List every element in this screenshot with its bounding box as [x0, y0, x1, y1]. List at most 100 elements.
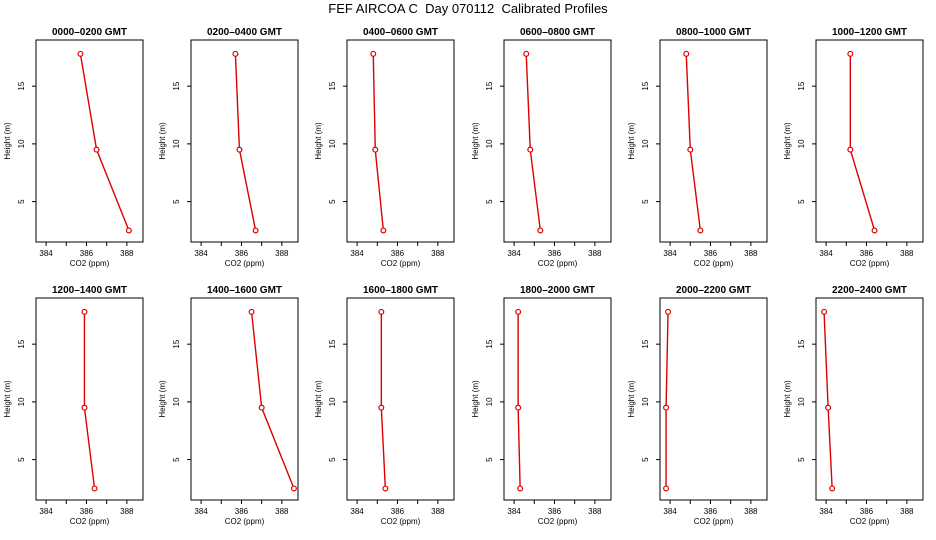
panel-8-x-tick-label: 388 [275, 507, 289, 516]
panel-8-y-tick-label: 10 [172, 397, 181, 406]
panel-10-title: 1800–2000 GMT [520, 285, 595, 296]
panel-6-x-axis-label: CO2 (ppm) [850, 259, 890, 268]
panel-3-x-axis-label: CO2 (ppm) [381, 259, 421, 268]
panel-4-data-point [537, 227, 544, 234]
panel-1-y-tick-label: 5 [17, 199, 26, 204]
panel-10-series-line [517, 311, 521, 489]
panel-7-data-point [91, 485, 98, 492]
panel-5-title: 0800–1000 GMT [676, 27, 751, 38]
panel-11-data-point [663, 404, 670, 411]
panel-10-y-axis-label: Height (m) [471, 380, 480, 418]
panel-10-y-tick-label: 10 [485, 397, 494, 406]
panel-4-y-axis-label: Height (m) [471, 122, 480, 160]
panel-2-y-tick-label: 10 [172, 139, 181, 148]
panel-9-y-tick-label: 15 [328, 339, 337, 348]
panel-7-data-point [81, 404, 88, 411]
panel-10-x-axis-label: CO2 (ppm) [538, 517, 578, 526]
panel-4-x-tick-label: 384 [507, 249, 521, 258]
panel-11-x-tick-label: 388 [744, 507, 758, 516]
panel-5-y-tick-label: 10 [641, 139, 650, 148]
panel-8-title: 1400–1600 GMT [207, 285, 282, 296]
panel-9-y-tick-label: 10 [328, 397, 337, 406]
panel-9-x-tick-label: 388 [431, 507, 445, 516]
panel-4-data-point [523, 50, 530, 57]
panel-8-y-tick-label: 15 [172, 339, 181, 348]
panel-12-x-tick-label: 388 [900, 507, 914, 516]
panel-9-x-tick-label: 384 [350, 507, 364, 516]
panel-1-x-tick-label: 386 [80, 249, 94, 258]
panel-5-series-line [685, 53, 702, 231]
panel-12-data-point [821, 308, 828, 315]
panel-10-data-point [517, 485, 524, 492]
panel-12-y-tick-label: 15 [797, 339, 806, 348]
panel-1-title: 0000–0200 GMT [52, 27, 127, 38]
panel-12-frame [815, 297, 924, 501]
panel-11-frame [659, 297, 768, 501]
panel-12-y-tick-label: 5 [797, 457, 806, 462]
panel-5-y-axis-label: Height (m) [627, 122, 636, 160]
panel-7-x-axis-label: CO2 (ppm) [70, 517, 110, 526]
panel-11-x-axis-label: CO2 (ppm) [694, 517, 734, 526]
panel-2-data-point [236, 146, 243, 153]
panel-4-y-tick-label: 5 [485, 199, 494, 204]
panel-10-x-tick-label: 386 [548, 507, 562, 516]
panel-11-y-axis-label: Height (m) [627, 380, 636, 418]
panel-3-y-tick-label: 10 [328, 139, 337, 148]
panel-4-title: 0600–0800 GMT [520, 27, 595, 38]
panel-10-data-point [515, 308, 522, 315]
panel-2-y-axis-label: Height (m) [158, 122, 167, 160]
panel-11-data-point [663, 485, 670, 492]
panel-2-y-tick-label: 5 [172, 199, 181, 204]
panel-6-data-point [847, 50, 854, 57]
panel-7-x-tick-label: 388 [120, 507, 134, 516]
panel-1-data-point [93, 146, 100, 153]
panel-3-data-point [380, 227, 387, 234]
panel-3-frame [346, 39, 455, 243]
panel-10-x-tick-label: 384 [507, 507, 521, 516]
panel-2-x-tick-label: 388 [275, 249, 289, 258]
panel-2-data-point [252, 227, 259, 234]
panel-6-y-tick-label: 15 [797, 81, 806, 90]
panel-1-series-line [79, 53, 130, 231]
panel-8-frame [190, 297, 299, 501]
panel-10-data-point [515, 404, 522, 411]
panel-8-series-line [250, 311, 295, 489]
panel-11-y-tick-label: 5 [641, 457, 650, 462]
panel-6-y-tick-label: 10 [797, 139, 806, 148]
panel-4-y-tick-label: 15 [485, 81, 494, 90]
panel-7-y-tick-label: 5 [17, 457, 26, 462]
panel-12-y-axis-label: Height (m) [783, 380, 792, 418]
panel-6-x-tick-label: 384 [819, 249, 833, 258]
panel-7-title: 1200–1400 GMT [52, 285, 127, 296]
panel-1-y-tick-label: 10 [17, 139, 26, 148]
panel-6-series-line [849, 53, 876, 231]
panel-9-data-point [382, 485, 389, 492]
panel-12-x-tick-label: 386 [860, 507, 874, 516]
panel-7-x-tick-label: 386 [80, 507, 94, 516]
panel-11-data-point [665, 308, 672, 315]
panel-11-series-line [665, 311, 669, 489]
panel-9-data-point [378, 308, 385, 315]
panel-2-data-point [232, 50, 239, 57]
panel-1-x-tick-label: 384 [39, 249, 53, 258]
panel-10-x-tick-label: 388 [588, 507, 602, 516]
panel-9-y-tick-label: 5 [328, 457, 337, 462]
panel-4-frame [503, 39, 612, 243]
panel-3-x-tick-label: 386 [391, 249, 405, 258]
panel-2-series-line [234, 53, 257, 231]
panel-7-y-tick-label: 10 [17, 397, 26, 406]
panel-6-data-point [847, 146, 854, 153]
panel-11-x-tick-label: 386 [704, 507, 718, 516]
panel-5-x-tick-label: 388 [744, 249, 758, 258]
panel-5-frame [659, 39, 768, 243]
panel-3-x-tick-label: 384 [350, 249, 364, 258]
page-title: FEF AIRCOA C Day 070112 Calibrated Profi… [328, 1, 608, 16]
panel-5-y-tick-label: 5 [641, 199, 650, 204]
panel-8-data-point [290, 485, 297, 492]
panel-10-y-tick-label: 15 [485, 339, 494, 348]
panel-3-y-tick-label: 5 [328, 199, 337, 204]
panel-1-data-point [77, 50, 84, 57]
panel-5-x-tick-label: 386 [704, 249, 718, 258]
panel-1-data-point [125, 227, 132, 234]
